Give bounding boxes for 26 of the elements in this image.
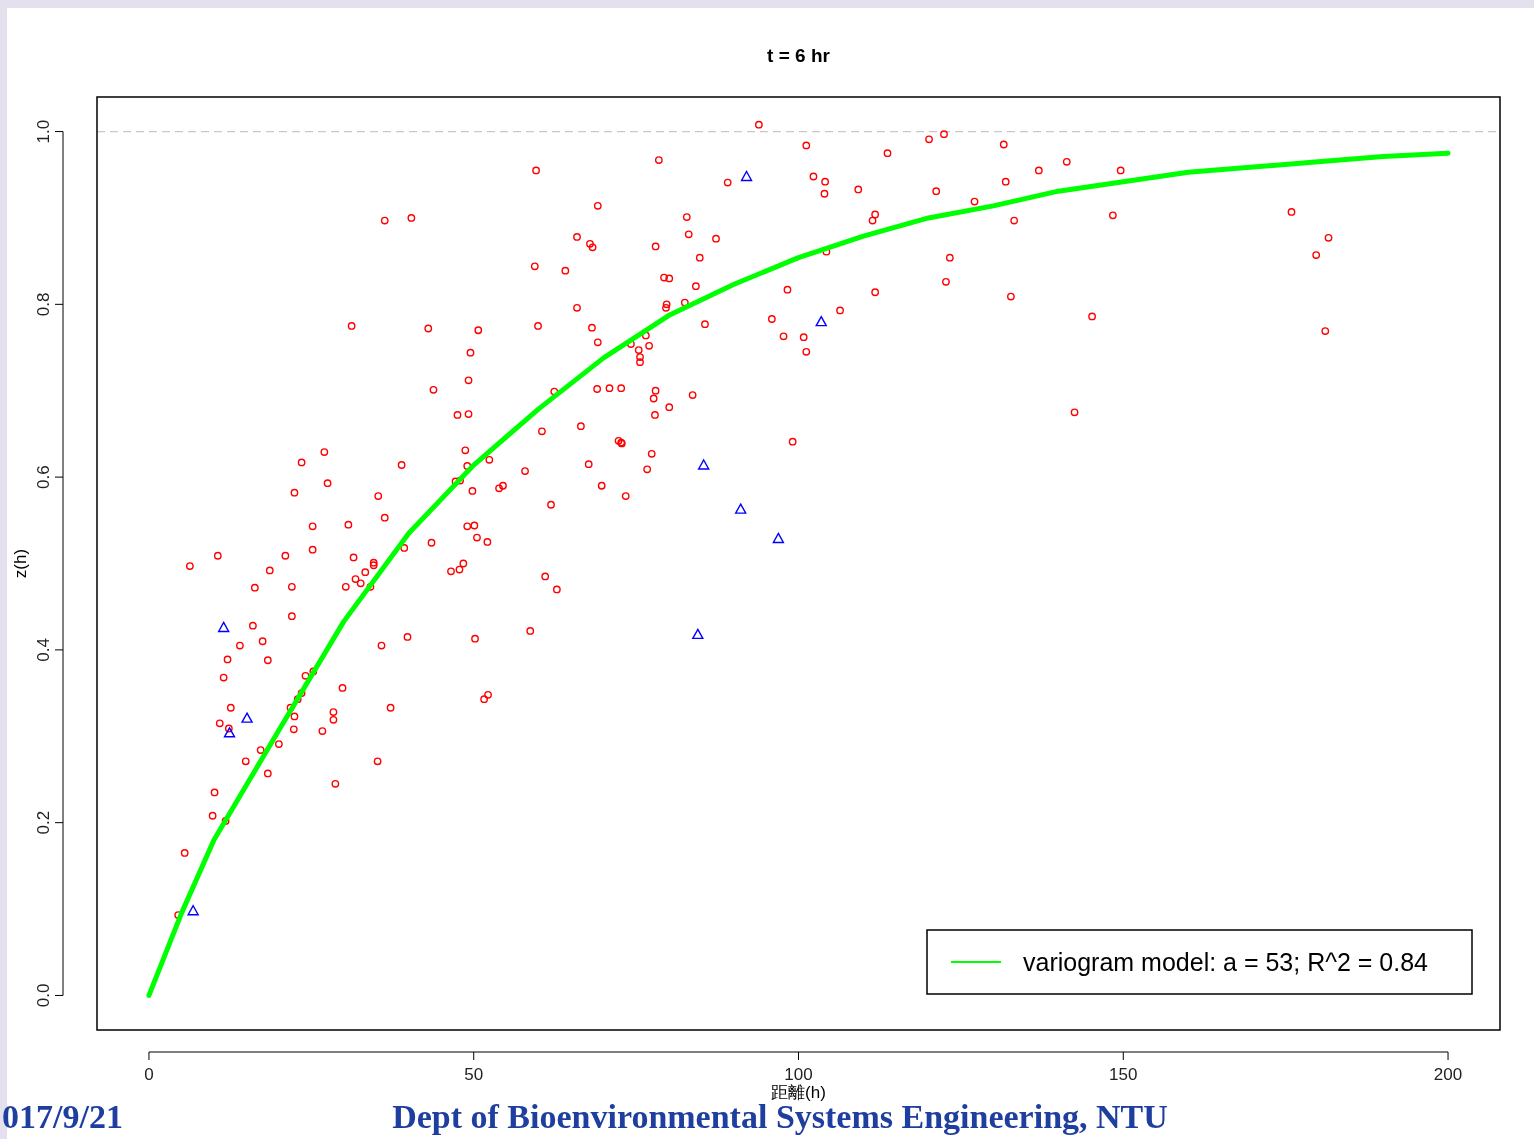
point <box>692 628 704 640</box>
x-tick-label: 150 <box>1109 1065 1138 1084</box>
x-tick-label: 50 <box>464 1065 484 1084</box>
y-tick-label: 0.8 <box>34 292 53 317</box>
y-tick-label: 1.0 <box>34 119 53 144</box>
x-tick-label: 100 <box>784 1065 813 1084</box>
point <box>217 621 230 633</box>
chart-title: t = 6 hr <box>767 45 831 66</box>
text: 017/9/21 <box>2 1098 123 1135</box>
point <box>223 727 236 738</box>
point <box>697 459 710 470</box>
x-tick-label: 0 <box>144 1065 154 1084</box>
legend: variogram model: a = 53; R^2 = 0.84 <box>926 929 1473 995</box>
point <box>241 712 253 723</box>
point <box>772 532 785 544</box>
point <box>187 905 199 916</box>
y-tick-label: 0.2 <box>34 810 53 835</box>
point <box>734 503 747 514</box>
point <box>740 170 753 182</box>
legend-label: variogram model: a = 53; R^2 = 0.84 <box>1023 948 1429 976</box>
point <box>815 315 827 327</box>
y-tick-label: 0.4 <box>34 638 53 662</box>
y-tick-label: 0.6 <box>34 465 53 489</box>
y-axis-title: z(h) <box>11 548 30 579</box>
y-tick-label: 0.0 <box>34 983 53 1008</box>
x-tick-label: 200 <box>1433 1065 1463 1084</box>
